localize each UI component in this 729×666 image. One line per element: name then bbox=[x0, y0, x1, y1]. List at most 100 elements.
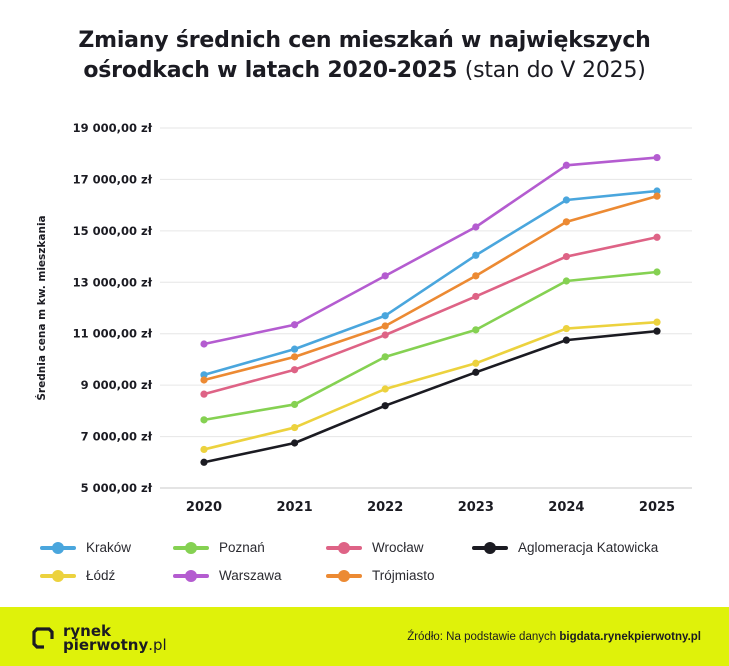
data-point bbox=[200, 458, 208, 466]
footer-bar: rynek pierwotny.pl Źródło: Na podstawie … bbox=[0, 607, 729, 666]
data-point bbox=[562, 324, 571, 333]
y-tick-label: 5 000,00 zł bbox=[81, 481, 153, 495]
data-point bbox=[291, 345, 299, 353]
data-point bbox=[291, 353, 299, 361]
legend-label: Łódź bbox=[86, 568, 116, 583]
legend-item: Łódź bbox=[40, 568, 115, 583]
data-point bbox=[562, 336, 571, 344]
data-point bbox=[381, 322, 389, 330]
legend-item: Poznań bbox=[173, 540, 265, 555]
data-point bbox=[200, 340, 208, 348]
series-line bbox=[203, 320, 658, 451]
y-tick-label: 19 000,00 zł bbox=[73, 121, 153, 135]
data-point bbox=[653, 233, 661, 241]
data-point bbox=[291, 400, 299, 409]
title-line-2-bold: ośrodkach w latach 2020-2025 bbox=[83, 58, 458, 83]
title-line-2-light: (stan do V 2025) bbox=[464, 58, 646, 83]
data-point bbox=[200, 390, 208, 398]
data-point bbox=[381, 272, 389, 280]
legend-swatch bbox=[173, 569, 209, 582]
legend-swatch bbox=[40, 569, 76, 582]
data-point bbox=[653, 192, 661, 200]
legend-swatch bbox=[40, 541, 76, 554]
data-point bbox=[653, 318, 661, 326]
y-tick-label: 15 000,00 zł bbox=[73, 224, 153, 238]
legend-swatch bbox=[173, 541, 209, 554]
series-line bbox=[203, 236, 658, 396]
title-line-1: Zmiany średnich cen mieszkań w największ… bbox=[78, 28, 651, 53]
source-prefix: Źródło: Na podstawie danych bbox=[407, 631, 557, 643]
x-tick-label: 2023 bbox=[458, 500, 494, 515]
y-tick-label: 13 000,00 zł bbox=[73, 275, 153, 289]
y-tick-label: 9 000,00 zł bbox=[81, 378, 153, 392]
data-point bbox=[291, 423, 299, 432]
data-point bbox=[381, 402, 389, 410]
data-point bbox=[653, 187, 661, 195]
logo-suffix: .pl bbox=[148, 636, 167, 654]
data-point bbox=[562, 161, 571, 169]
legend-swatch bbox=[326, 541, 362, 554]
series-line bbox=[203, 329, 658, 464]
series-line bbox=[203, 189, 658, 377]
data-point bbox=[381, 331, 389, 339]
x-tick-label: 2024 bbox=[548, 500, 584, 515]
legend-item: Wrocław bbox=[326, 540, 424, 555]
data-point bbox=[562, 277, 571, 285]
data-point bbox=[472, 272, 480, 280]
legend-swatch bbox=[472, 541, 508, 554]
data-point bbox=[291, 439, 299, 447]
title-line-2: ośrodkach w latach 2020-2025 (stan do V … bbox=[0, 56, 729, 86]
data-point bbox=[472, 359, 480, 367]
data-point bbox=[200, 416, 208, 424]
data-point bbox=[472, 223, 480, 231]
data-point bbox=[381, 385, 389, 393]
data-point bbox=[562, 196, 571, 204]
line-chart: 5 000,00 zł 7 000,00 zł 9 000,00 zł 11 000,… bbox=[35, 121, 692, 515]
y-axis-label: Średnia cena m kw. mieszkania bbox=[35, 215, 48, 400]
series-line bbox=[203, 270, 658, 422]
data-point bbox=[381, 312, 389, 320]
data-point bbox=[472, 326, 480, 334]
logo-line-2: pierwotny bbox=[63, 636, 149, 654]
data-point bbox=[472, 251, 480, 259]
x-tick-label: 2022 bbox=[367, 500, 403, 515]
legend-label: Trójmiasto bbox=[372, 568, 435, 583]
legend-item: Warszawa bbox=[173, 568, 282, 583]
legend-label: Warszawa bbox=[219, 568, 282, 583]
legend-item: Trójmiasto bbox=[326, 568, 435, 583]
logo-line-1: rynek bbox=[63, 622, 112, 640]
source-note: Źródło: Na podstawie danych bigdata.ryne… bbox=[407, 631, 701, 643]
logo-text: rynek pierwotny.pl bbox=[63, 622, 167, 654]
legend-item: Kraków bbox=[40, 540, 131, 555]
data-point bbox=[653, 327, 661, 335]
legend-label: Aglomeracja Katowicka bbox=[518, 540, 659, 555]
data-point bbox=[200, 371, 208, 379]
x-tick-label: 2025 bbox=[639, 500, 675, 515]
source-link[interactable]: bigdata.rynekpierwotny.pl bbox=[559, 631, 701, 643]
data-point bbox=[472, 368, 480, 376]
y-tick-label: 7 000,00 zł bbox=[81, 430, 153, 444]
legend-label: Poznań bbox=[219, 540, 265, 555]
y-tick-label: 11 000,00 zł bbox=[73, 327, 153, 341]
data-point bbox=[562, 218, 571, 226]
data-point bbox=[653, 153, 661, 162]
data-point bbox=[200, 445, 208, 454]
chart-legend: Kraków Poznań Wrocław Aglomeracja Katowicka… bbox=[40, 540, 720, 590]
y-tick-label: 17 000,00 zł bbox=[73, 172, 153, 186]
data-point bbox=[291, 321, 299, 329]
x-tick-label: 2020 bbox=[186, 500, 222, 515]
data-point bbox=[472, 292, 480, 301]
data-point bbox=[291, 366, 299, 374]
data-point bbox=[562, 252, 571, 261]
legend-label: Wrocław bbox=[372, 540, 424, 555]
data-point bbox=[200, 376, 208, 384]
data-point bbox=[381, 353, 389, 361]
data-point bbox=[653, 268, 661, 276]
legend-item: Aglomeracja Katowicka bbox=[472, 540, 658, 555]
series-line bbox=[203, 194, 658, 382]
legend-swatch bbox=[326, 569, 362, 582]
legend-label: Kraków bbox=[86, 540, 132, 555]
series-line bbox=[203, 156, 658, 346]
logo-mark-icon bbox=[32, 627, 54, 649]
brand-logo[interactable]: rynek pierwotny.pl bbox=[32, 622, 167, 654]
